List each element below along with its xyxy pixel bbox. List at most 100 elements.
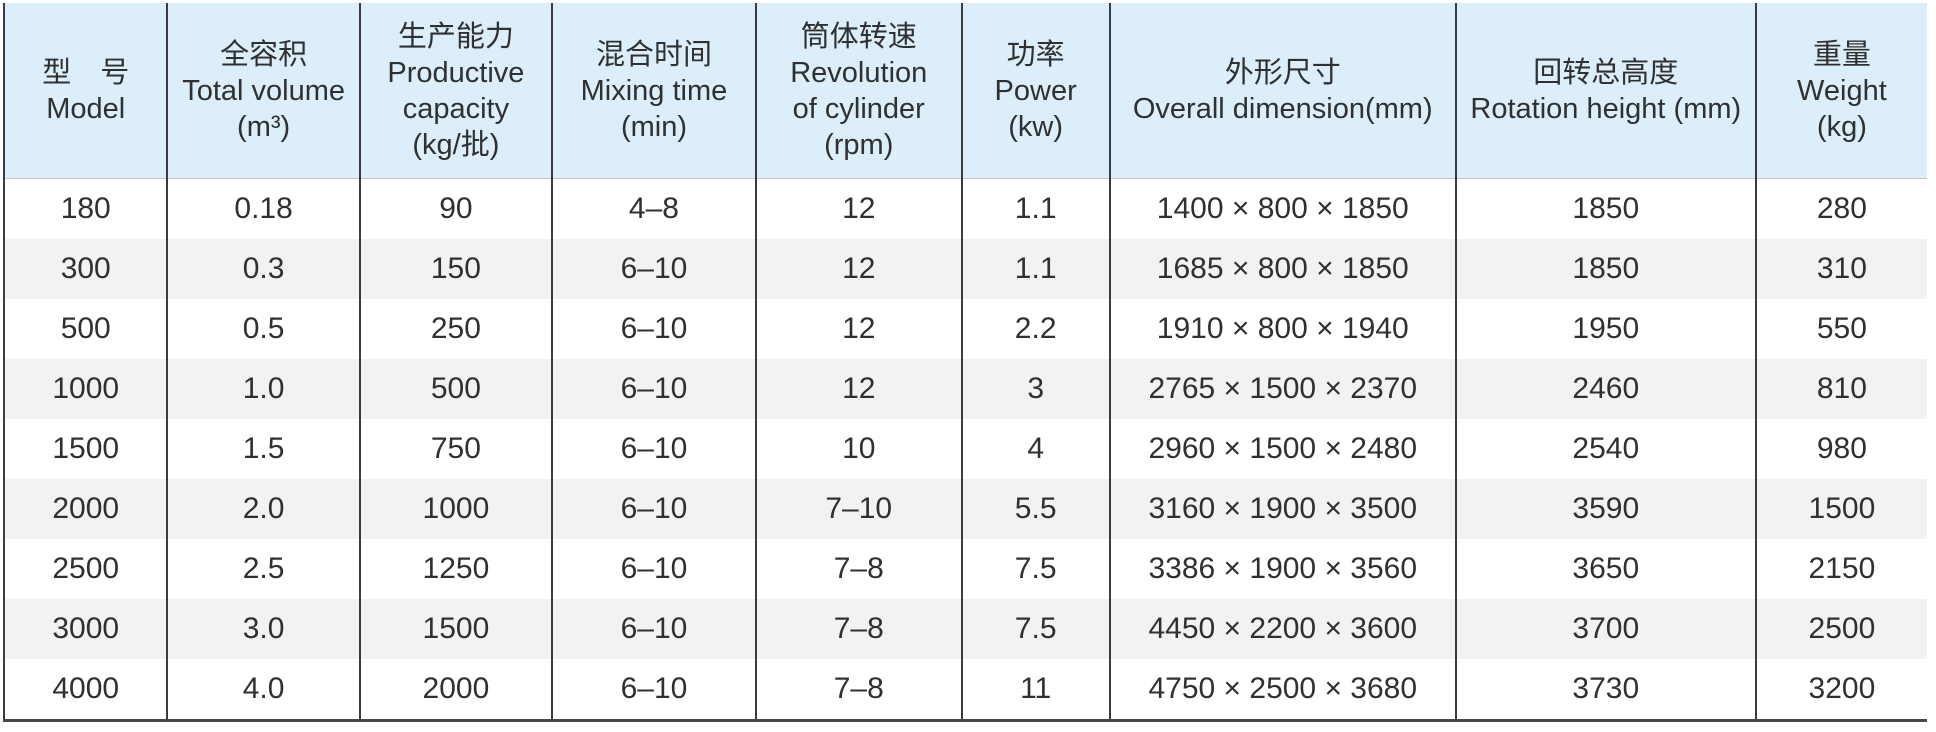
cell-rotation-height: 2460 [1455,359,1757,419]
cell-power: 1.1 [961,239,1111,299]
column-header-line: 生产能力 [397,20,514,53]
column-header-line: Overall dimension(mm) [1132,92,1433,125]
cell-model: 300 [4,239,169,299]
cell-productive-capacity: 1000 [359,479,554,539]
cell-weight: 2150 [1808,552,1876,585]
cell-overall-dimension: 2960 × 1500 × 2480 [1109,419,1457,479]
table-row: 300 0.3 150 6–10 12 1.1 1685 × 800 × 1850 1850 3… [4,239,1927,299]
table-row: 2000 2.0 1000 6–10 7–10 5.5 3160 × 1900 × 3500… [4,479,1927,539]
cell-revolution: 7–10 [755,479,963,539]
cell-mixing-time: 4–8 [552,178,757,239]
column-header-line: Productive [387,56,525,89]
cell-mixing-time: 6–10 [552,599,757,659]
cell-rotation-height: 1850 [1455,178,1757,239]
column-header-line: of cylinder [792,92,925,125]
cell-total-volume: 1.0 [167,359,361,419]
cell-overall-dimension: 2765 × 1500 × 2370 [1109,359,1457,419]
cell-weight: 2500 [1808,612,1876,645]
cell-power: 11 [961,659,1111,721]
column-header-line: (rpm) [824,128,894,161]
cell-power: 3 [961,359,1111,419]
table-row: 4000 4.0 2000 6–10 7–8 11 4750 × 2500 × 3680 37… [4,659,1927,721]
cell-revolution: 10 [755,419,963,479]
column-header-line: 混合时间 [595,38,712,71]
cell-mixing-time: 6–10 [552,299,757,359]
cell-overall-dimension: 1685 × 800 × 1850 [1109,239,1457,299]
cell-power: 1.1 [961,178,1111,239]
cell-revolution: 7–8 [755,659,963,721]
cell-revolution: 7–8 [755,599,963,659]
cell-model: 2500 [4,539,169,599]
cell-rotation-height: 3590 [1455,479,1757,539]
cell-mixing-time: 6–10 [552,539,757,599]
column-header-total-volume: 全容积 Total volume (m³) [167,3,361,179]
column-header-line: Power [994,74,1077,107]
cell-productive-capacity: 2000 [359,659,554,721]
cell-overall-dimension: 3386 × 1900 × 3560 [1109,539,1457,599]
cell-productive-capacity: 90 [359,178,554,239]
cell-revolution: 12 [755,178,963,239]
cell-model: 500 [4,299,169,359]
cell-total-volume: 3.0 [167,599,361,659]
column-header-revolution: 筒体转速 Revolution of cylinder (rpm) [755,3,963,179]
cell-total-volume: 0.3 [167,239,361,299]
cell-revolution: 12 [755,299,963,359]
cell-productive-capacity: 250 [359,299,554,359]
column-header-line: Model [46,92,126,125]
cell-power: 5.5 [961,479,1111,539]
cell-weight: 310 [1816,252,1867,285]
cell-productive-capacity: 1500 [359,599,554,659]
cell-rotation-height: 1950 [1455,299,1757,359]
column-header-line: Weight [1797,74,1887,107]
cell-rotation-height: 3650 [1455,539,1757,599]
cell-overall-dimension: 4750 × 2500 × 3680 [1109,659,1457,721]
table-body: 180 0.18 90 4–8 12 1.1 1400 × 800 × 1850 1850 28… [4,178,1927,721]
column-header-line: Total volume [182,74,345,107]
column-header-line: (kw) [1008,110,1064,143]
table-row: 180 0.18 90 4–8 12 1.1 1400 × 800 × 1850 1850 28… [4,178,1927,239]
cell-revolution: 7–8 [755,539,963,599]
table-row: 500 0.5 250 6–10 12 2.2 1910 × 800 × 1940 1950 5… [4,299,1927,359]
cell-weight: 810 [1816,372,1867,405]
cell-model: 4000 [4,659,169,721]
column-header-line: Mixing time [580,74,728,107]
cell-total-volume: 2.0 [167,479,361,539]
cell-power: 4 [961,419,1111,479]
column-header-line: (kg/批) [412,128,500,161]
table-row: 1000 1.0 500 6–10 12 3 2765 × 1500 × 2370 2460 8… [4,359,1927,419]
cell-total-volume: 2.5 [167,539,361,599]
cell-mixing-time: 6–10 [552,359,757,419]
cell-mixing-time: 6–10 [552,419,757,479]
cell-productive-capacity: 150 [359,239,554,299]
column-header-line: (kg) [1816,110,1867,143]
table-header: 型 号 Model 全容积 Total volume (m³) 生产能力 Productiv… [4,3,1927,179]
cell-weight: 1500 [1808,492,1876,525]
column-header-mixing-time: 混合时间 Mixing time (min) [552,3,757,179]
cell-revolution: 12 [755,239,963,299]
cell-total-volume: 0.18 [167,178,361,239]
table-row: 1500 1.5 750 6–10 10 4 2960 × 1500 × 2480 2540 9… [4,419,1927,479]
column-header-line: capacity [402,92,510,125]
cell-rotation-height: 3730 [1455,659,1757,721]
column-header-line: (m³) [237,110,291,143]
column-header-line: Revolution [790,56,928,89]
header-row: 型 号 Model 全容积 Total volume (m³) 生产能力 Productiv… [4,3,1927,179]
column-header-power: 功率 Power (kw) [961,3,1111,179]
cell-weight: 3200 [1808,672,1876,705]
column-header-line: 重量 [1812,38,1871,71]
cell-rotation-height: 2540 [1455,419,1757,479]
cell-productive-capacity: 750 [359,419,554,479]
column-header-line: 型 号 [42,56,130,89]
column-header-weight: 重量 Weight (kg) [1755,3,1927,179]
cell-weight: 550 [1816,312,1867,345]
cell-total-volume: 1.5 [167,419,361,479]
cell-power: 2.2 [961,299,1111,359]
cell-power: 7.5 [961,599,1111,659]
column-header-overall-dimension: 外形尺寸 Overall dimension(mm) [1109,3,1457,179]
table-row: 2500 2.5 1250 6–10 7–8 7.5 3386 × 1900 × 3560 3… [4,539,1927,599]
cell-power: 7.5 [961,539,1111,599]
cell-mixing-time: 6–10 [552,479,757,539]
cell-productive-capacity: 500 [359,359,554,419]
cell-productive-capacity: 1250 [359,539,554,599]
